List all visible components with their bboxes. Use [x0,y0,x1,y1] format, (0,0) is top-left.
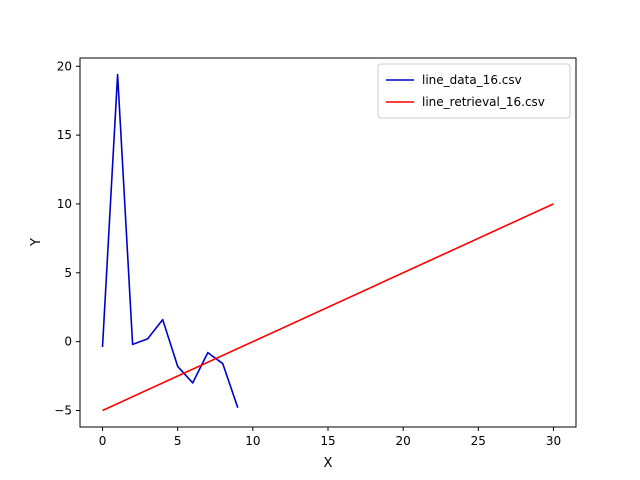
legend-box [377,63,571,119]
plot-area [80,58,576,427]
x-tick-label: 5 [174,434,182,448]
y-axis-ticks: −5 0 5 10 15 20 [54,59,80,417]
x-axis-label: X [324,456,333,471]
y-tick-label: 0 [64,335,72,349]
x-tick-label: 30 [546,434,561,448]
x-tick-label: 25 [471,434,486,448]
x-tick-label: 15 [320,434,335,448]
series-line-1 [102,203,554,412]
y-tick-label: 20 [57,59,72,73]
x-tick-label: 10 [245,434,260,448]
series-layer [101,73,554,412]
x-axis-ticks: 0 5 10 15 20 25 30 [99,427,561,448]
y-tick-label: 15 [57,128,72,142]
legend-label: line_retrieval_16.csv [422,95,545,109]
x-tick-label: 20 [396,434,411,448]
legend-label: line_data_16.csv [422,73,522,87]
legend: line_data_16.csv line_retrieval_16.csv [377,63,571,119]
y-axis-label: Y [29,238,44,247]
y-tick-label: 10 [57,197,72,211]
x-tick-label: 0 [99,434,107,448]
y-tick-label: 5 [64,266,72,280]
y-tick-label: −5 [54,403,72,417]
